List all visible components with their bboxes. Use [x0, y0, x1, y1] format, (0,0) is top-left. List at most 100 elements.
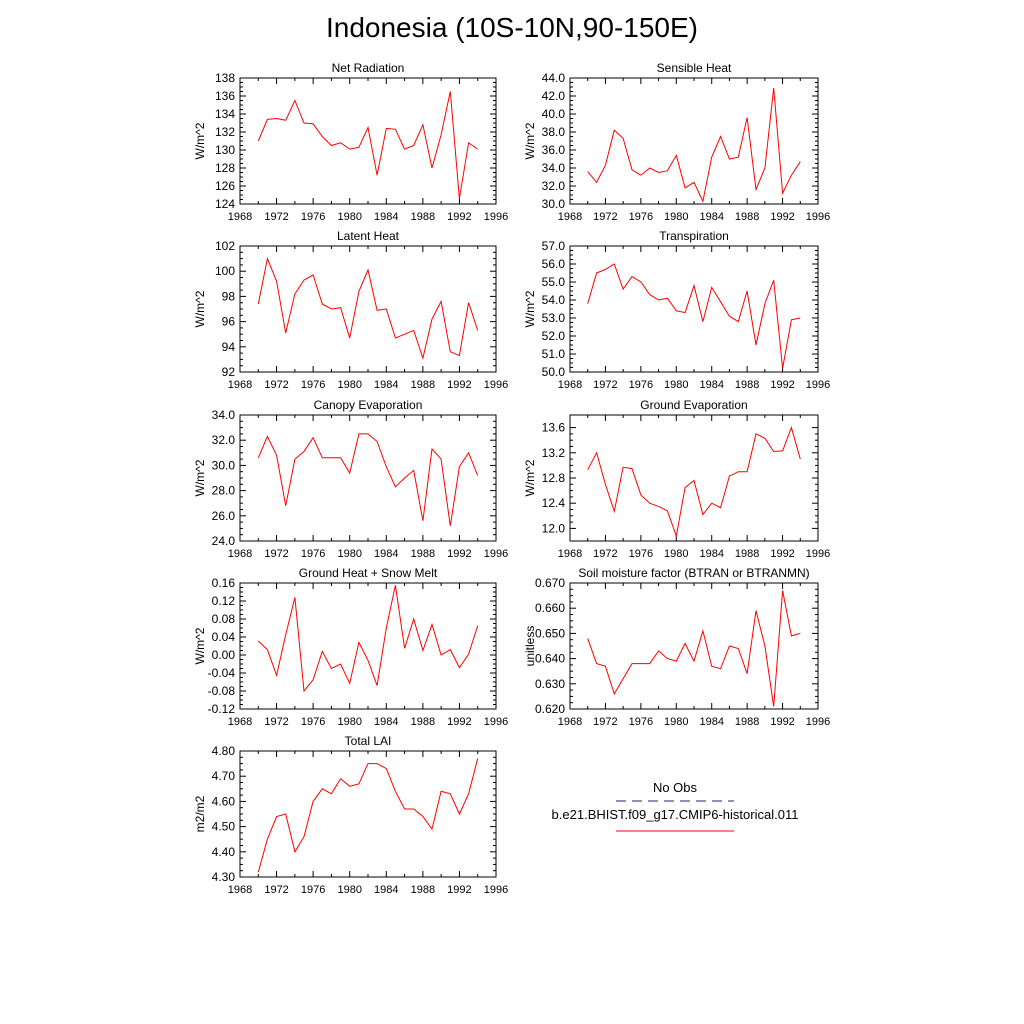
y-tick-label: 44.0: [542, 71, 566, 85]
y-axis-label: W/m^2: [523, 290, 537, 327]
x-tick-label: 1972: [593, 211, 617, 223]
x-tick-label: 1976: [629, 211, 653, 223]
x-tick-label: 1972: [264, 884, 288, 896]
x-tick-label: 1968: [558, 716, 582, 728]
y-axis-label: W/m^2: [193, 122, 207, 159]
x-tick-label: 1976: [629, 548, 653, 560]
x-tick-label: 1976: [301, 379, 325, 391]
x-tick-label: 1996: [484, 548, 508, 560]
series-line: [257, 758, 479, 873]
x-tick-label: 1968: [558, 379, 582, 391]
y-tick-label: 4.50: [212, 820, 236, 834]
chart-panel-6: Ground Evaporation W/m^2 1968 1972 1976 1980 1…: [523, 398, 830, 560]
y-tick-label: 132: [215, 125, 235, 139]
y-tick-label: 26.0: [212, 509, 236, 523]
x-tick-label: 1980: [664, 379, 688, 391]
x-tick-label: 1968: [228, 548, 252, 560]
x-tick-label: 1980: [337, 716, 361, 728]
series-line: [257, 256, 479, 360]
chart-panel-1: Net Radiation W/m^2 1968 1972 1976 1980 1984 19…: [193, 61, 508, 223]
y-axis-label: W/m^2: [193, 459, 207, 496]
y-tick-label: 0.12: [212, 594, 236, 608]
x-tick-label: 1976: [301, 716, 325, 728]
x-tick-label: 1980: [664, 211, 688, 223]
y-tick-label: 42.0: [542, 89, 566, 103]
y-axis-label: W/m^2: [523, 459, 537, 496]
y-tick-label: 51.0: [542, 347, 566, 361]
y-tick-label: 136: [215, 89, 235, 103]
x-tick-label: 1976: [301, 548, 325, 560]
x-tick-label: 1992: [447, 884, 471, 896]
legend-model-label: b.e21.BHIST.f09_g17.CMIP6-historical.011: [552, 807, 799, 822]
chart-panel-5: Canopy Evaporation W/m^2 1968 1972 1976 1980 1…: [193, 398, 508, 560]
y-tick-label: 12.8: [542, 471, 566, 485]
x-tick-label: 1984: [374, 211, 398, 223]
plot-frame: [239, 77, 497, 205]
x-tick-label: 1992: [447, 379, 471, 391]
y-tick-label: 28.0: [212, 484, 236, 498]
x-tick-label: 1988: [735, 211, 759, 223]
plot-frame: [569, 77, 819, 205]
x-tick-label: 1992: [770, 716, 794, 728]
series-line: [587, 263, 801, 369]
x-tick-label: 1992: [770, 379, 794, 391]
y-tick-label: 12.0: [542, 521, 566, 535]
x-tick-label: 1984: [699, 548, 723, 560]
plot-frame: [569, 582, 819, 710]
x-tick-label: 1980: [337, 884, 361, 896]
x-tick-label: 1968: [228, 716, 252, 728]
y-tick-label: 30.0: [212, 458, 236, 472]
x-tick-label: 1992: [447, 211, 471, 223]
x-tick-label: 1988: [735, 716, 759, 728]
y-tick-label: 56.0: [542, 257, 566, 271]
x-tick-label: 1972: [593, 379, 617, 391]
series-line: [587, 426, 801, 538]
plot-frame: [569, 414, 819, 542]
y-axis-label: unitless: [523, 626, 537, 667]
panel-title: Ground Heat + Snow Melt: [299, 566, 438, 580]
x-tick-label: 1968: [558, 548, 582, 560]
x-tick-label: 1980: [337, 211, 361, 223]
y-tick-label: 0.16: [212, 576, 236, 590]
y-tick-label: 30.0: [542, 197, 566, 211]
chart-panel-9: Total LAI m2/m2 1968 1972 1976 1980 1984 1988 19…: [193, 734, 508, 896]
x-tick-label: 1996: [806, 548, 830, 560]
y-tick-label: 55.0: [542, 275, 566, 289]
x-tick-label: 1996: [806, 379, 830, 391]
x-tick-label: 1980: [337, 548, 361, 560]
x-tick-label: 1984: [699, 211, 723, 223]
chart-panel-2: Sensible Heat W/m^2 1968 1972 1976 1980 1984 19…: [523, 61, 830, 223]
y-tick-label: 13.6: [542, 421, 566, 435]
x-tick-label: 1980: [664, 548, 688, 560]
y-tick-label: 0.04: [212, 630, 236, 644]
x-tick-label: 1992: [447, 716, 471, 728]
panel-title: Canopy Evaporation: [314, 398, 423, 412]
panel-title: Sensible Heat: [657, 61, 732, 75]
x-tick-label: 1996: [806, 716, 830, 728]
x-tick-label: 1996: [484, 716, 508, 728]
page-title: Indonesia (10S-10N,90-150E): [325, 12, 698, 43]
y-tick-label: -0.04: [208, 666, 236, 680]
panel-title: Net Radiation: [332, 61, 405, 75]
y-tick-label: 98: [222, 289, 236, 303]
x-tick-label: 1988: [735, 379, 759, 391]
y-axis-label: W/m^2: [523, 122, 537, 159]
series-line: [257, 91, 478, 199]
x-tick-label: 1984: [699, 379, 723, 391]
y-tick-label: 94: [222, 340, 236, 354]
x-tick-label: 1992: [770, 211, 794, 223]
x-tick-label: 1992: [447, 548, 471, 560]
y-axis-label: W/m^2: [193, 627, 207, 664]
y-tick-label: -0.08: [208, 684, 236, 698]
panel-title: Latent Heat: [337, 229, 400, 243]
panel-title: Ground Evaporation: [640, 398, 747, 412]
chart-panel-8: Soil moisture factor (BTRAN or BTRANMN) u…: [523, 566, 830, 728]
plot-frame: [239, 582, 497, 710]
y-tick-label: 54.0: [542, 293, 566, 307]
y-tick-label: 4.80: [212, 744, 236, 758]
y-tick-label: 36.0: [542, 143, 566, 157]
y-tick-label: 92: [222, 365, 236, 379]
panel-title: Transpiration: [659, 229, 729, 243]
y-axis-label: m2/m2: [193, 795, 207, 832]
x-tick-label: 1976: [301, 884, 325, 896]
